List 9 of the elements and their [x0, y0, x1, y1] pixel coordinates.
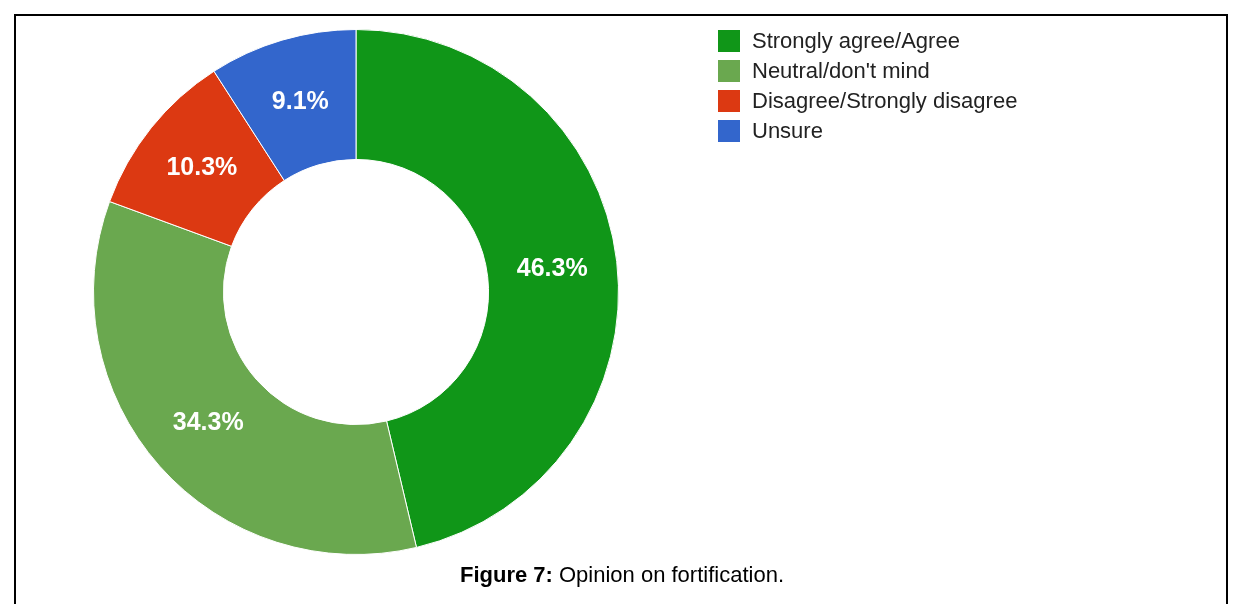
legend-label: Neutral/don't mind [752, 58, 930, 84]
data-label: 46.3% [516, 252, 588, 281]
data-label: 10.3% [166, 152, 238, 181]
legend-label: Unsure [752, 118, 823, 144]
data-label: 34.3% [172, 406, 244, 435]
legend-label: Disagree/Strongly disagree [752, 88, 1018, 114]
caption: Figure 7: Opinion on fortification. [458, 562, 785, 588]
data-label: 9.1% [271, 86, 329, 115]
legend-label: Strongly agree/Agree [752, 28, 960, 54]
